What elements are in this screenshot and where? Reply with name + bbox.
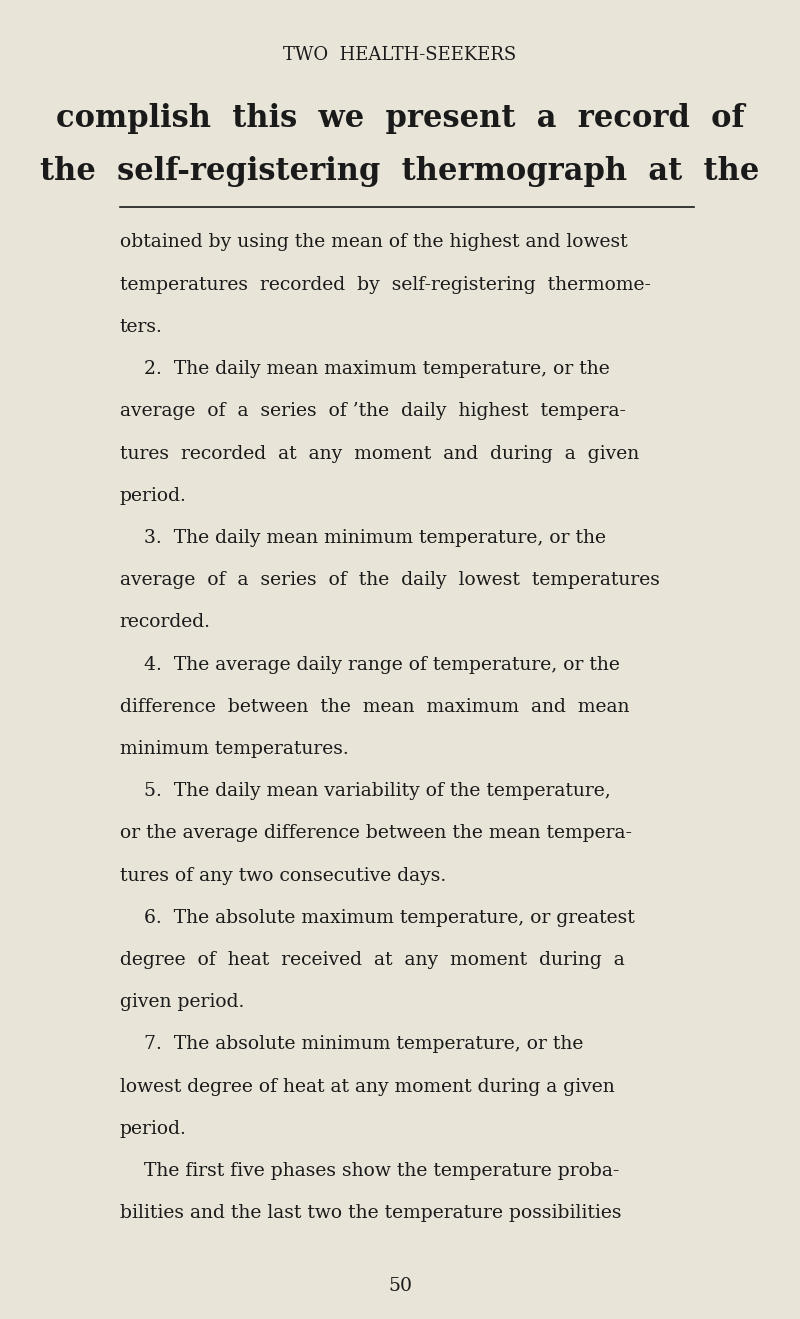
Text: difference  between  the  mean  maximum  and  mean: difference between the mean maximum and … [120, 698, 630, 716]
Text: 2.  The daily mean maximum temperature, or the: 2. The daily mean maximum temperature, o… [120, 360, 610, 379]
Text: period.: period. [120, 487, 186, 505]
Text: period.: period. [120, 1120, 186, 1138]
Text: ters.: ters. [120, 318, 162, 336]
Text: lowest degree of heat at any moment during a given: lowest degree of heat at any moment duri… [120, 1078, 614, 1096]
Text: 50: 50 [388, 1277, 412, 1295]
Text: complish  this  we  present  a  record  of: complish this we present a record of [56, 103, 744, 135]
Text: recorded.: recorded. [120, 613, 210, 632]
Text: 5.  The daily mean variability of the temperature,: 5. The daily mean variability of the tem… [120, 782, 610, 801]
Text: bilities and the last two the temperature possibilities: bilities and the last two the temperatur… [120, 1204, 622, 1223]
Text: TWO  HEALTH-SEEKERS: TWO HEALTH-SEEKERS [283, 46, 517, 65]
Text: 7.  The absolute minimum temperature, or the: 7. The absolute minimum temperature, or … [120, 1035, 583, 1054]
Text: The first five phases show the temperature proba-: The first five phases show the temperatu… [120, 1162, 619, 1181]
Text: 3.  The daily mean minimum temperature, or the: 3. The daily mean minimum temperature, o… [120, 529, 606, 547]
Text: average  of  a  series  of ’the  daily  highest  tempera-: average of a series of ’the daily highes… [120, 402, 626, 421]
Text: or the average difference between the mean tempera-: or the average difference between the me… [120, 824, 632, 843]
Text: tures  recorded  at  any  moment  and  during  a  given: tures recorded at any moment and during … [120, 445, 639, 463]
Text: minimum temperatures.: minimum temperatures. [120, 740, 349, 758]
Text: 6.  The absolute maximum temperature, or greatest: 6. The absolute maximum temperature, or … [120, 909, 634, 927]
Text: 4.  The average daily range of temperature, or the: 4. The average daily range of temperatur… [120, 656, 620, 674]
Text: the  self-registering  thermograph  at  the: the self-registering thermograph at the [40, 156, 760, 187]
Text: tures of any two consecutive days.: tures of any two consecutive days. [120, 867, 446, 885]
Text: average  of  a  series  of  the  daily  lowest  temperatures: average of a series of the daily lowest … [120, 571, 660, 590]
Text: given period.: given period. [120, 993, 244, 1012]
Text: obtained by using the mean of the highest and lowest: obtained by using the mean of the highes… [120, 233, 627, 252]
Text: degree  of  heat  received  at  any  moment  during  a: degree of heat received at any moment du… [120, 951, 625, 969]
Text: temperatures  recorded  by  self-registering  thermome-: temperatures recorded by self-registerin… [120, 276, 650, 294]
